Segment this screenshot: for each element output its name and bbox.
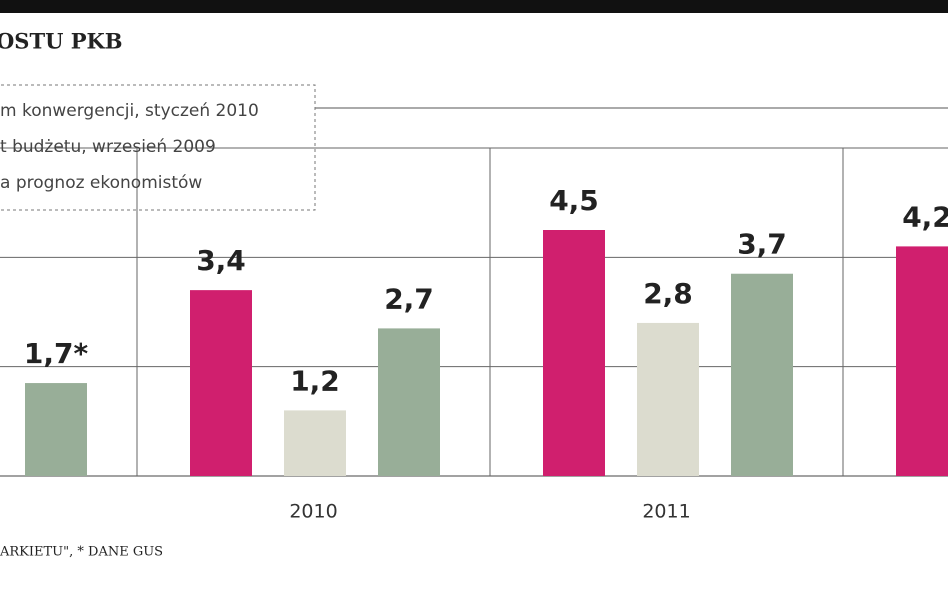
source-note: ARKIETU", * DANE GUS: [0, 545, 163, 560]
bar: [896, 246, 948, 476]
value-label: 3,4: [196, 244, 246, 277]
value-label: 2,7: [384, 282, 434, 315]
value-label: 1,7*: [24, 337, 89, 370]
value-label: 2,8: [643, 277, 693, 310]
value-label: 4,5: [549, 184, 599, 217]
value-label: 1,2: [290, 364, 340, 397]
chart-title: OSTU PKB: [0, 29, 123, 54]
x-tick-label: 2011: [642, 501, 690, 523]
bar: [25, 383, 87, 476]
bar: [378, 328, 440, 476]
bar: [190, 290, 252, 476]
x-tick-label: 2010: [289, 501, 337, 523]
bar: [731, 273, 793, 476]
value-label: 3,7: [737, 228, 787, 261]
legend-label: a prognoz ekonomistów: [0, 173, 202, 193]
bar: [637, 322, 699, 476]
top-bar: [0, 0, 948, 13]
bar: [284, 410, 346, 476]
bar: [543, 230, 605, 476]
value-label: 4,2: [902, 200, 948, 233]
legend-label: t budżetu, wrzesień 2009: [0, 137, 216, 157]
legend-label: m konwergencji, styczeń 2010: [0, 101, 259, 121]
